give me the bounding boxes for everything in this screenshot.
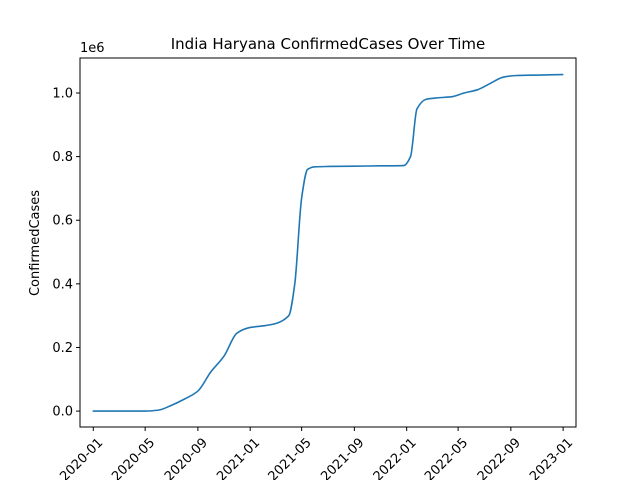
y-axis-label: ConfirmedCases bbox=[28, 190, 43, 296]
axes-frame bbox=[79, 57, 577, 428]
y-tick-label: 0.2 bbox=[52, 341, 73, 356]
y-tick-label: 0.6 bbox=[52, 214, 73, 229]
y-tick-label: 0.4 bbox=[52, 277, 73, 292]
series-line-0 bbox=[92, 73, 564, 412]
y-tick-label: 1.0 bbox=[52, 86, 73, 101]
y-tick-label: 0.8 bbox=[52, 150, 73, 165]
chart-title: India Haryana ConfirmedCases Over Time bbox=[171, 35, 485, 53]
y-axis-offset-label: 1e6 bbox=[80, 41, 105, 56]
y-tick-label: 0.0 bbox=[52, 405, 73, 420]
